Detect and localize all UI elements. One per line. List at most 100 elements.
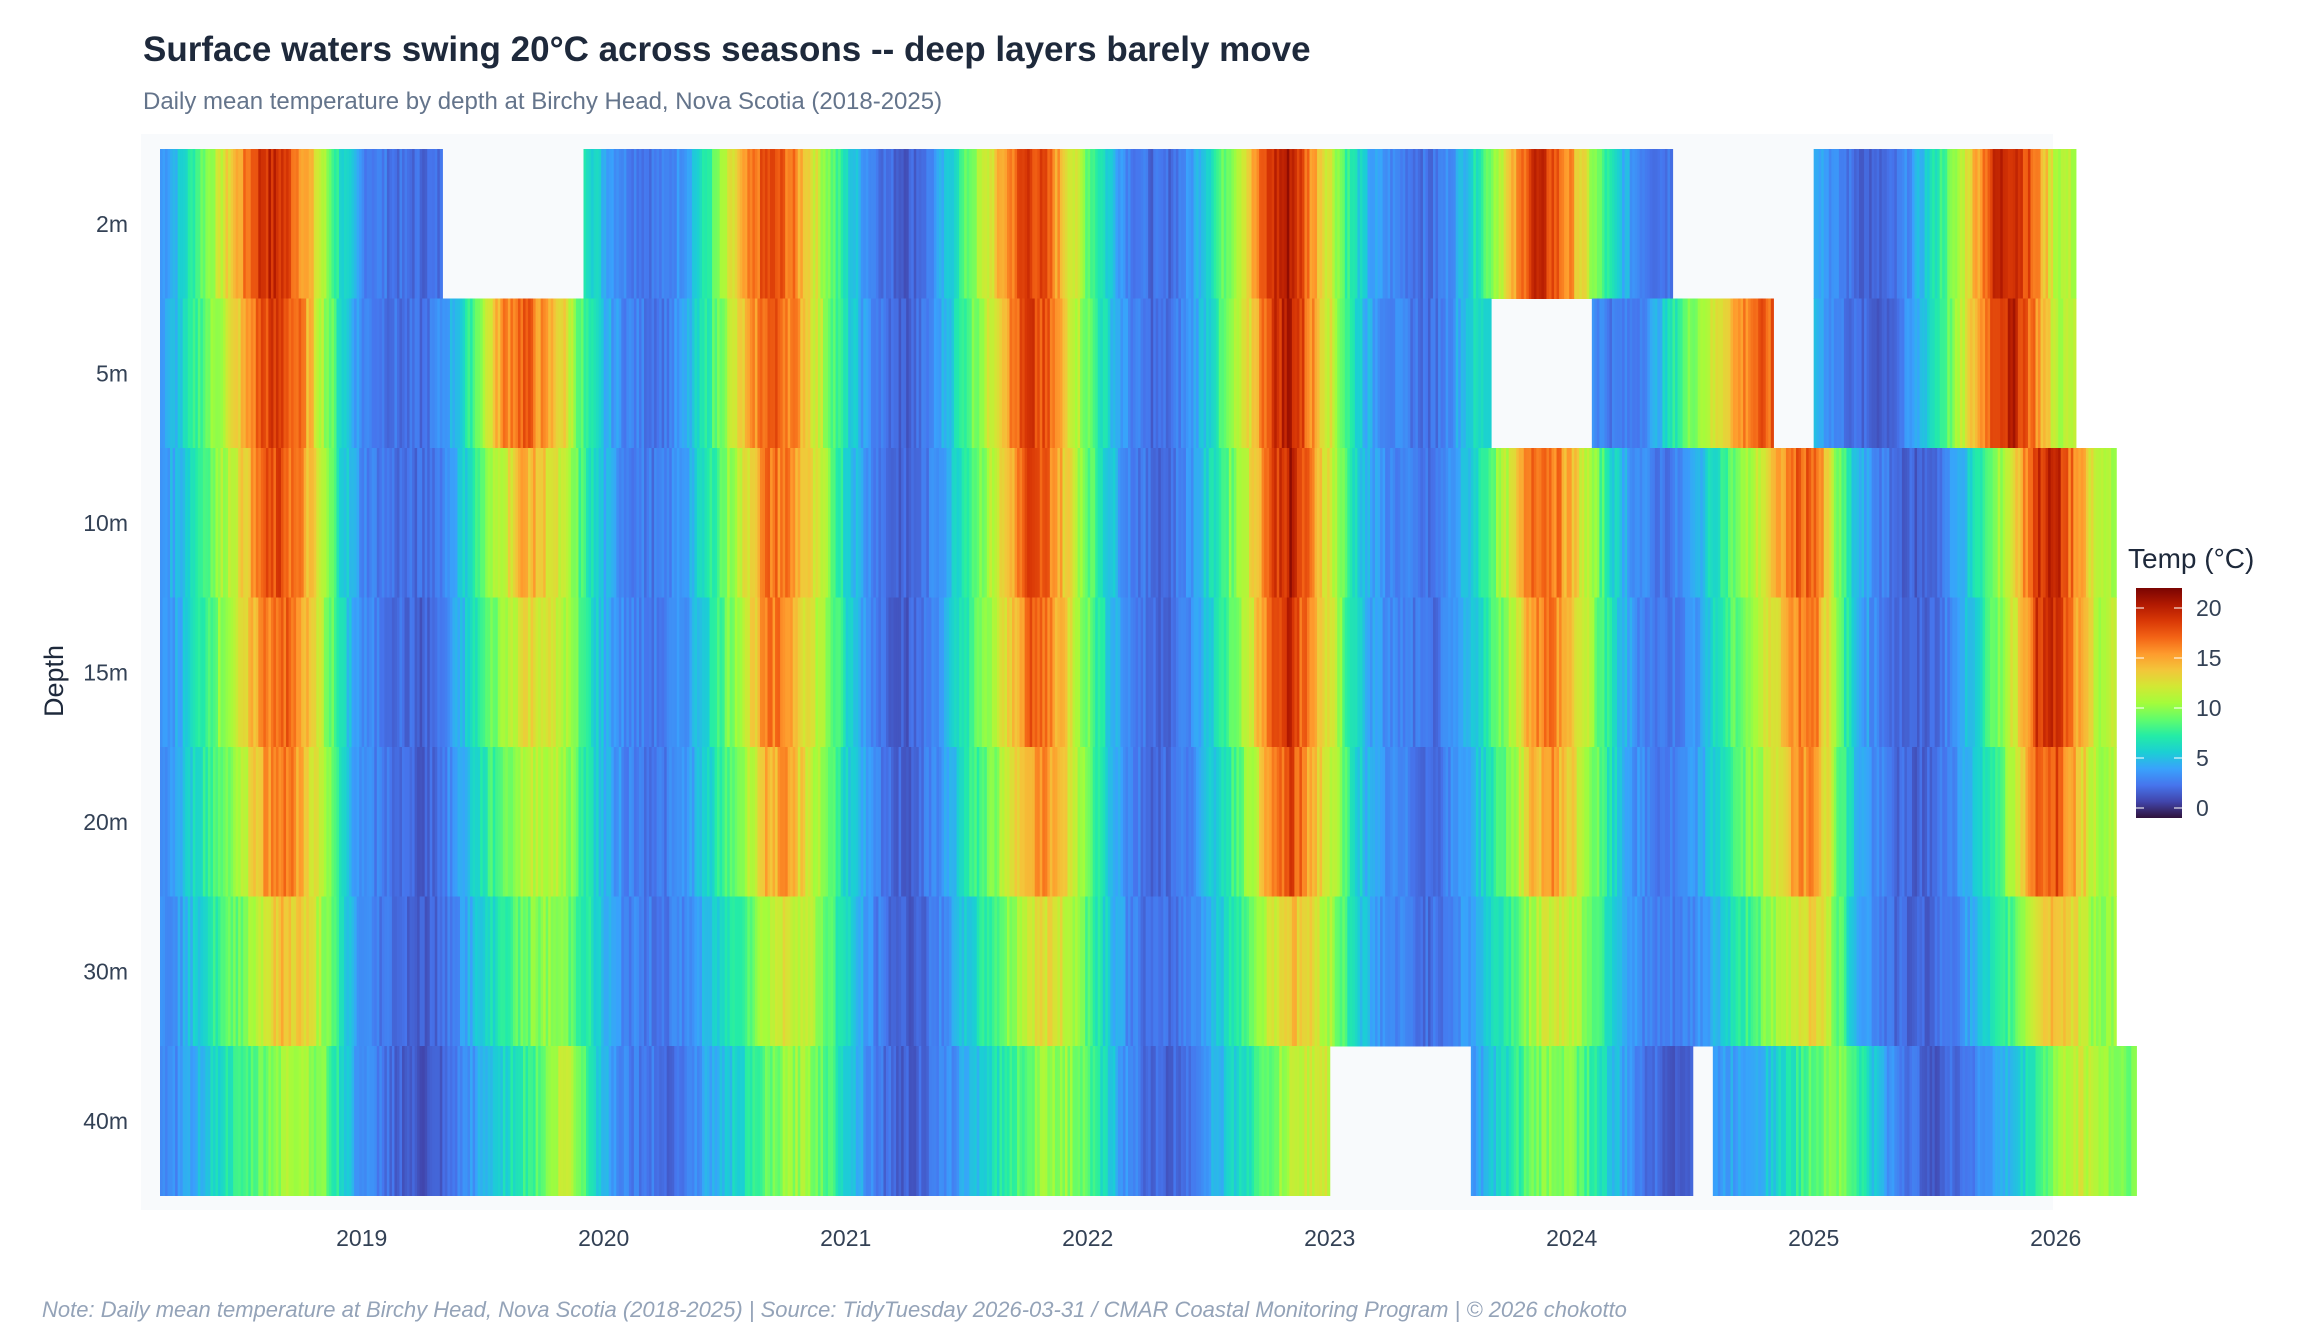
heatmap-cell-15m-12-6 xyxy=(417,597,421,748)
heatmap-cell-15m-74-4 xyxy=(1662,597,1666,748)
heatmap-cell-40m-10-2 xyxy=(366,1046,370,1196)
heatmap-cell-5m-21-6 xyxy=(598,298,602,449)
heatmap-cell-15m-43-3 xyxy=(1034,597,1038,748)
heatmap-cell-10m-8-5 xyxy=(333,448,338,598)
heatmap-cell-20m-30-1 xyxy=(767,747,771,897)
heatmap-cell-10m-62-0 xyxy=(1410,448,1414,598)
heatmap-cell-20m-42-3 xyxy=(1014,747,1018,897)
heatmap-cell-5m-27-1 xyxy=(707,298,711,449)
heatmap-cell-2m-36-2 xyxy=(891,149,895,299)
heatmap-cell-2m-26-6 xyxy=(699,149,703,299)
heatmap-cell-5m-18-7 xyxy=(540,298,544,449)
heatmap-cell-5m-58-0 xyxy=(1329,298,1333,449)
heatmap-cell-2m-72-5 xyxy=(1624,149,1628,299)
heatmap-cell-15m-31-2 xyxy=(790,597,794,748)
heatmap-cell-30m-27-2 xyxy=(709,896,713,1047)
heatmap-cell-30m-22-5 xyxy=(616,896,620,1047)
heatmap-cell-20m-0-5 xyxy=(172,747,176,897)
heatmap-cell-5m-41-7 xyxy=(1004,298,1008,449)
heatmap-cell-15m-16-5 xyxy=(495,597,499,748)
heatmap-cell-15m-56-3 xyxy=(1296,597,1301,748)
heatmap-cell-10m-44-7 xyxy=(1064,448,1069,598)
heatmap-cell-20m-52-4 xyxy=(1218,747,1222,897)
heatmap-cell-15m-96-4 xyxy=(2106,597,2110,748)
heatmap-cell-2m-13-5 xyxy=(434,149,438,299)
heatmap-cell-30m-38-1 xyxy=(928,896,932,1047)
heatmap-cell-5m-88-1 xyxy=(1937,298,1941,449)
heatmap-cell-15m-28-0 xyxy=(724,597,728,748)
heatmap-cell-30m-1-7 xyxy=(197,896,201,1047)
heatmap-cell-5m-25-2 xyxy=(669,298,673,449)
heatmap-cell-40m-2-1 xyxy=(202,1046,206,1196)
heatmap-cell-10m-57-2 xyxy=(1314,448,1318,598)
heatmap-cell-2m-85-3 xyxy=(1881,149,1885,299)
heatmap-cell-10m-15-2 xyxy=(467,448,471,598)
heatmap-cell-10m-12-0 xyxy=(402,448,406,598)
heatmap-cell-5m-78-5 xyxy=(1745,298,1749,449)
heatmap-cell-10m-30-5 xyxy=(777,448,781,598)
heatmap-cell-10m-45-7 xyxy=(1085,448,1089,598)
heatmap-cell-2m-74-5 xyxy=(1664,149,1669,299)
heatmap-cell-30m-47-5 xyxy=(1120,896,1124,1047)
heatmap-cell-15m-72-2 xyxy=(1617,597,1621,748)
heatmap-cell-5m-28-3 xyxy=(732,298,736,449)
heatmap-cell-40m-23-7 xyxy=(641,1046,645,1196)
heatmap-cell-30m-80-6 xyxy=(1788,896,1792,1047)
heatmap-cell-2m-45-0 xyxy=(1067,149,1071,299)
heatmap-cell-15m-12-3 xyxy=(409,597,413,748)
heatmap-cell-40m-38-7 xyxy=(943,1046,948,1196)
heatmap-cell-30m-96-5 xyxy=(2108,896,2112,1047)
heatmap-cell-2m-23-2 xyxy=(628,149,632,299)
heatmap-cell-10m-10-0 xyxy=(361,448,365,598)
heatmap-cell-30m-66-5 xyxy=(1503,896,1507,1047)
heatmap-cell-20m-38-1 xyxy=(928,747,932,897)
heatmap-cell-15m-74-7 xyxy=(1669,597,1674,748)
heatmap-cell-10m-80-2 xyxy=(1778,448,1782,598)
heatmap-cell-30m-24-2 xyxy=(649,896,653,1047)
heatmap-cell-20m-18-5 xyxy=(535,747,539,897)
heatmap-cell-40m-44-6 xyxy=(1062,1046,1066,1196)
heatmap-cell-15m-48-3 xyxy=(1135,597,1139,748)
heatmap-cell-5m-40-6 xyxy=(981,298,985,449)
heatmap-cell-15m-91-5 xyxy=(2007,597,2011,748)
heatmap-cell-10m-25-7 xyxy=(681,448,685,598)
heatmap-cell-5m-24-7 xyxy=(661,298,665,449)
heatmap-cell-2m-27-1 xyxy=(707,149,711,299)
heatmap-cell-30m-84-0 xyxy=(1854,896,1858,1047)
heatmap-cell-20m-65-5 xyxy=(1483,747,1487,897)
heatmap-cell-5m-19-1 xyxy=(545,298,549,449)
heatmap-cell-15m-52-1 xyxy=(1211,597,1215,748)
heatmap-cell-15m-59-6 xyxy=(1364,597,1369,748)
heatmap-cell-5m-53-7 xyxy=(1246,298,1250,449)
heatmap-cell-15m-64-1 xyxy=(1453,597,1457,748)
heatmap-cell-40m-22-3 xyxy=(611,1046,615,1196)
heatmap-cell-10m-38-5 xyxy=(938,448,943,598)
heatmap-cell-5m-16-2 xyxy=(487,298,491,449)
heatmap-cell-15m-34-5 xyxy=(858,597,862,748)
heatmap-cell-10m-7-5 xyxy=(313,448,317,598)
heatmap-cell-30m-54-1 xyxy=(1251,896,1255,1047)
heatmap-cell-15m-2-7 xyxy=(217,597,222,748)
heatmap-cell-15m-31-3 xyxy=(792,597,796,748)
heatmap-cell-30m-12-0 xyxy=(402,896,406,1047)
heatmap-cell-5m-15-6 xyxy=(477,298,481,449)
heatmap-cell-20m-82-2 xyxy=(1818,747,1822,897)
heatmap-cell-20m-58-3 xyxy=(1337,747,1341,897)
heatmap-cell-2m-34-2 xyxy=(850,149,854,299)
heatmap-cell-20m-74-7 xyxy=(1669,747,1674,897)
heatmap-cell-40m-36-3 xyxy=(893,1046,897,1196)
heatmap-cell-5m-85-2 xyxy=(1879,298,1883,449)
heatmap-cell-15m-66-3 xyxy=(1498,597,1502,748)
heatmap-cell-40m-4-0 xyxy=(240,1046,244,1196)
heatmap-cell-40m-44-2 xyxy=(1052,1046,1056,1196)
heatmap-cell-5m-52-1 xyxy=(1211,298,1215,449)
heatmap-cell-10m-5-5 xyxy=(273,448,277,598)
heatmap-cell-30m-70-1 xyxy=(1574,896,1578,1047)
heatmap-cell-5m-25-3 xyxy=(671,298,675,449)
heatmap-cell-40m-25-0 xyxy=(664,1046,668,1196)
heatmap-cell-10m-69-1 xyxy=(1554,448,1558,598)
heatmap-cell-2m-70-0 xyxy=(1571,149,1575,299)
heatmap-cell-5m-89-6 xyxy=(1969,298,1974,449)
heatmap-cell-40m-6-0 xyxy=(281,1046,285,1196)
heatmap-cell-40m-2-2 xyxy=(205,1046,209,1196)
